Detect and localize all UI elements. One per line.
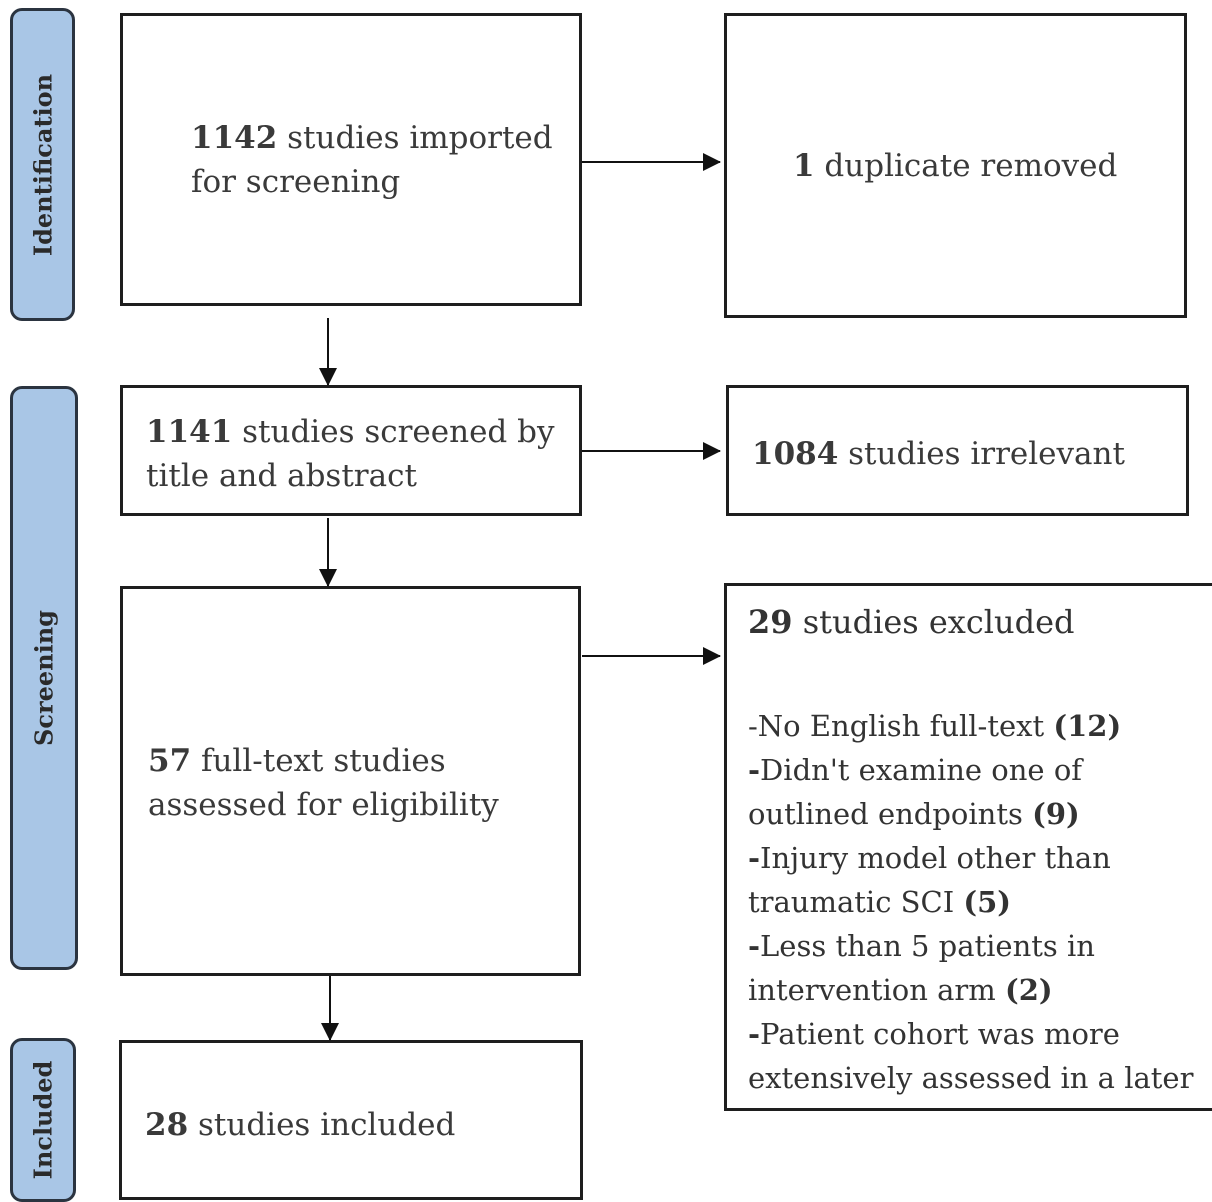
reason-5-cont: extensively assessed in a later [748,1061,1194,1095]
stage-identification: Identification [10,8,75,321]
duplicate-box: 1 duplicate removed [724,13,1187,318]
reason-2: -Didn't examine one of [748,753,1083,787]
included-count: 28 [145,1107,189,1143]
fulltext-count: 57 [148,743,192,779]
fulltext-text: full-text studies [191,743,446,779]
excluded-count: 29 [748,603,793,641]
duplicate-count: 1 [793,148,815,184]
reason-4-cont: intervention arm (2) [748,973,1053,1007]
included-box: 28 studies included [119,1040,583,1200]
screened-box: 1141 studies screened by title and abstr… [120,385,582,516]
reason-4: -Less than 5 patients in [748,929,1095,963]
exclusion-reasons: -No English full-text (12) -Didn't exami… [748,704,1193,1100]
imported-text: studies imported [277,120,553,156]
excluded-text: studies excluded [792,603,1075,641]
imported-count: 1142 [191,120,278,156]
irrelevant-count: 1084 [752,436,839,472]
reason-3-cont: traumatic SCI (5) [748,885,1012,919]
irrelevant-text: studies irrelevant [838,436,1125,472]
stage-included: Included [10,1038,76,1202]
screened-count: 1141 [146,414,233,450]
reason-5: -Patient cohort was more [748,1017,1120,1051]
reason-1: -No English full-text (12) [748,709,1122,743]
imported-text-2: for screening [191,164,401,200]
reason-2-cont: outlined endpoints (9) [748,797,1080,831]
irrelevant-box: 1084 studies irrelevant [726,385,1189,516]
excluded-box [724,583,1212,1111]
screened-text-2: title and abstract [146,458,417,494]
reason-3: -Injury model other than [748,841,1111,875]
fulltext-text-2: assessed for eligibility [148,787,499,823]
fulltext-box: 57 full-text studies assessed for eligib… [120,586,581,976]
imported-box: 1142 studies imported for screening [120,13,582,306]
duplicate-text: duplicate removed [814,148,1118,184]
stage-screening: Screening [10,386,78,970]
screened-text: studies screened by [232,414,555,450]
excluded-title: 29 studies excluded [748,600,1075,644]
included-text: studies included [188,1107,456,1143]
